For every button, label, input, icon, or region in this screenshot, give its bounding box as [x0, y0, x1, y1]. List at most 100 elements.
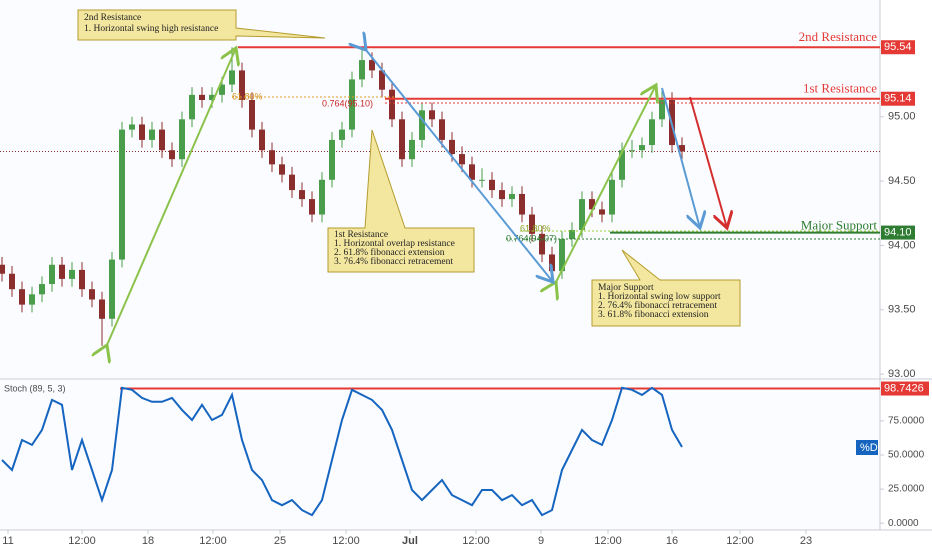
level-box: [881, 91, 915, 106]
candle-body: [299, 190, 305, 200]
candle-body: [279, 164, 285, 175]
candle-body: [59, 264, 65, 279]
x-tick-label: Jul: [402, 535, 418, 547]
level-label: 95.54: [884, 41, 912, 53]
candle-body: [609, 179, 615, 215]
y-tick-label: 93.50: [888, 304, 916, 316]
candle-body: [99, 299, 105, 319]
callout-box: [77, 9, 326, 41]
level-box: [881, 40, 915, 55]
level-label: 98.7426: [884, 382, 924, 394]
candle-body: [509, 193, 515, 200]
y-tick-label: 95.00: [888, 111, 916, 123]
candle-body: [159, 129, 165, 151]
candle-body: [359, 60, 365, 80]
callout-line: 2. 61.8% fibonacci extension: [334, 247, 445, 258]
x-tick-label: 12:00: [726, 535, 754, 547]
candle-body: [169, 150, 175, 160]
x-tick-label: 12:00: [594, 535, 622, 547]
candle-body: [249, 100, 255, 130]
x-tick-label: 12:00: [68, 535, 96, 547]
candle-body: [639, 145, 645, 151]
candle-body: [659, 100, 665, 120]
fib-label: 0.764(95.10): [322, 98, 373, 108]
x-tick-label: 12:00: [462, 535, 490, 547]
level-box: [881, 225, 915, 240]
candle-body: [599, 209, 605, 215]
candle-body: [149, 129, 155, 140]
candle-body: [79, 269, 85, 290]
level-label: 95.14: [884, 93, 912, 105]
price-pane: [0, 0, 880, 378]
candle-body: [499, 190, 505, 200]
callout-line: 3. 76.4% fibonacci retracement: [334, 256, 453, 267]
callout-line: 2. 76.4% fibonacci retracement: [598, 300, 717, 311]
arrow: [107, 48, 236, 345]
candle-body: [259, 129, 265, 151]
x-tick-label: 11: [2, 535, 13, 547]
candle-body: [549, 254, 555, 272]
candle-body: [29, 294, 35, 305]
level-name: Major Support: [801, 218, 878, 233]
callout-box: [327, 129, 475, 273]
arrow: [366, 50, 553, 282]
candle-body: [129, 124, 135, 130]
candle-body: [419, 110, 425, 140]
candle-body: [329, 139, 335, 180]
candle-body: [89, 289, 95, 300]
stoch-line: [1, 386, 683, 517]
candle-body: [439, 119, 445, 140]
candle-body: [409, 139, 415, 160]
candle-body: [119, 129, 125, 260]
candle-body: [399, 119, 405, 160]
fib-label: 61.80%: [232, 91, 263, 101]
candle-body: [389, 89, 395, 120]
candle-body: [69, 269, 75, 279]
y-tick-label: 75.0000: [888, 416, 925, 427]
arrow: [689, 96, 727, 228]
candle-body: [489, 179, 495, 191]
series-badge: [856, 440, 878, 455]
series-name: %D: [860, 442, 878, 454]
callout-title: Major Support: [598, 283, 654, 293]
callout: 2nd Resistance 1. Horizontal swing high …: [77, 9, 326, 41]
callout: 1st Resistance 1. Horizontal overlap res…: [327, 129, 475, 273]
candle-body: [319, 179, 325, 215]
y-tick-label: 0.0000: [888, 518, 919, 529]
candle-body: [309, 199, 315, 215]
candle-body: [629, 150, 635, 152]
arrows: [107, 48, 727, 345]
callout-line: 1. Horizontal swing low support: [598, 292, 721, 302]
callout-line: 1. Horizontal swing high resistance: [84, 24, 218, 34]
candle-body: [449, 139, 455, 155]
candle-body: [239, 70, 245, 101]
x-tick-label: 16: [666, 535, 678, 547]
fib-label: 61.80%: [520, 223, 551, 233]
y-tick-label: 94.00: [888, 239, 916, 251]
candle-body: [179, 119, 185, 160]
x-tick-label: 25: [274, 535, 286, 547]
candle-body: [269, 150, 275, 165]
y-tick-label: 93.00: [888, 368, 916, 380]
callout-line: 1. Horizontal overlap resistance: [334, 239, 455, 249]
candle-body: [109, 259, 115, 319]
candle-body: [519, 193, 525, 215]
level-name: 2nd Resistance: [799, 29, 878, 44]
callout: Major Support 1. Horizontal swing low su…: [591, 249, 741, 327]
callout-title: 1st Resistance: [334, 230, 388, 240]
indicator-title: Stoch (89, 5, 3): [4, 383, 66, 393]
candle-body: [139, 124, 145, 140]
y-tick-label: 94.50: [888, 175, 916, 187]
candle-body: [459, 154, 465, 165]
candle-body: [9, 273, 15, 290]
x-tick-label: 18: [142, 535, 154, 547]
arrow: [661, 87, 700, 228]
candle-body: [339, 129, 345, 140]
x-tick-label: 23: [800, 535, 812, 547]
candle-body: [189, 94, 195, 120]
candle-body: [229, 70, 235, 85]
x-tick-label: 12:00: [199, 535, 227, 547]
candle-body: [0, 264, 6, 274]
y-tick-label: 50.0000: [888, 450, 925, 461]
candle-body: [429, 110, 435, 120]
